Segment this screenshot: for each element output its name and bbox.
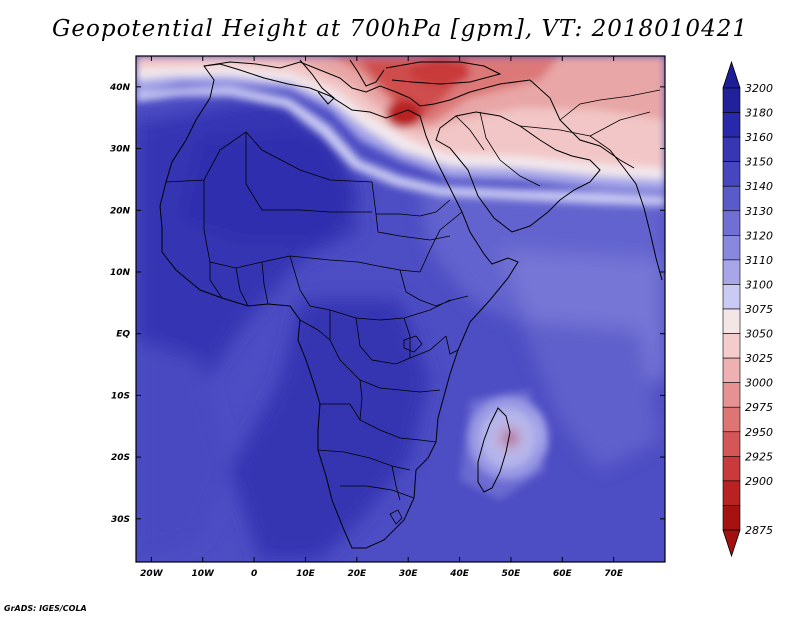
map-frame — [135, 55, 666, 563]
lat-tick-label: 30N — [110, 145, 131, 155]
colorbar-label: 3120 — [745, 229, 773, 242]
lon-tick-label: 0 — [251, 569, 257, 579]
lon-tick-label: 10W — [192, 569, 216, 579]
colorbar: 3200 3180 3160 3150 3140 3130 3120 3110 3100 3075… — [722, 60, 773, 558]
lat-tick-label: EQ — [116, 330, 130, 340]
lake-victoria — [403, 335, 423, 353]
colorbar-swatch — [722, 185, 741, 212]
lon-tick-label: 40E — [449, 569, 470, 579]
colorbar-label: 3000 — [745, 377, 773, 390]
colorbar-swatch — [722, 235, 741, 261]
grads-credit: GrADS: IGES/COLA — [4, 604, 87, 613]
colorbar-swatch — [722, 480, 741, 506]
lat-tick-label: 30S — [111, 515, 130, 525]
iran-coastline — [529, 79, 635, 169]
colorbar-swatch — [722, 505, 741, 531]
colorbar-label: 3130 — [745, 205, 773, 218]
colorbar-swatch — [722, 259, 741, 285]
colorbar-swatch — [722, 161, 741, 187]
italy-coastline — [299, 59, 335, 105]
colorbar-label: 3180 — [745, 107, 773, 120]
colorbar-swatch — [722, 284, 741, 310]
madagascar-coastline — [477, 407, 511, 493]
colorbar-swatch — [722, 431, 741, 457]
colorbar-swatch — [722, 382, 741, 408]
colorbar-swatch — [722, 406, 741, 433]
colorbar-label: 3075 — [745, 303, 773, 316]
colorbar-label: 3110 — [745, 254, 773, 267]
colorbar-label: 3160 — [745, 131, 773, 144]
height-field — [136, 56, 665, 562]
coastlines — [159, 59, 663, 549]
lon-tick-label: 20E — [348, 569, 368, 579]
colorbar-label: 3150 — [745, 156, 773, 169]
lat-tick-label: 20N — [110, 206, 131, 216]
colorbar-swatch — [722, 136, 741, 162]
colorbar-swatch — [722, 456, 741, 482]
colorbar-label: 3050 — [745, 328, 773, 341]
europe-coastline — [203, 61, 531, 107]
greece-coastline — [349, 59, 385, 87]
lat-tick-label: 10S — [111, 391, 130, 401]
colorbar-swatch — [722, 210, 741, 236]
country-borders — [165, 89, 661, 501]
lon-tick-label: 10E — [296, 569, 316, 579]
colorbar-bottom-arrow — [722, 529, 741, 558]
chart-title: Geopotential Height at 700hPa [gpm], VT:… — [52, 16, 748, 42]
lat-tick-label: 40N — [109, 83, 131, 93]
colorbar-top-arrow — [722, 60, 741, 89]
colorbar-swatch — [722, 112, 741, 138]
africa-coastline — [159, 63, 519, 549]
lesotho-border — [389, 509, 403, 525]
colorbar-swatch — [722, 87, 741, 113]
lat-tick-label: 10N — [110, 268, 131, 278]
lon-tick-label: 20W — [140, 569, 164, 579]
colorbar-swatch — [722, 357, 741, 383]
lon-tick-label: 30E — [399, 569, 419, 579]
colorbar-label: 2900 — [745, 475, 773, 488]
india-coastline — [609, 149, 663, 281]
colorbar-label: 3140 — [745, 180, 773, 193]
turkey-coastline — [385, 61, 502, 85]
colorbar-label: 3100 — [745, 278, 773, 291]
latitude-axis: 40N 30N 20N 10N EQ 10S 20S 30S — [109, 83, 665, 525]
colorbar-label: 2875 — [745, 524, 773, 537]
lon-tick-label: 60E — [553, 569, 573, 579]
colorbar-swatch — [722, 333, 741, 359]
colorbar-label: 2975 — [745, 401, 773, 414]
colorbar-label: 3200 — [745, 82, 773, 95]
colorbar-label: 3025 — [745, 352, 773, 365]
longitude-axis: 20W 10W 0 10E 20E 30E 40E 50E 60E 70E — [140, 56, 624, 579]
arabia-coastline — [435, 111, 601, 233]
colorbar-label: 2925 — [745, 450, 773, 463]
lon-tick-label: 50E — [502, 569, 522, 579]
lon-tick-label: 70E — [604, 569, 624, 579]
lat-tick-label: 20S — [111, 453, 130, 463]
colorbar-label: 2950 — [745, 426, 773, 439]
colorbar-swatch — [722, 308, 741, 334]
